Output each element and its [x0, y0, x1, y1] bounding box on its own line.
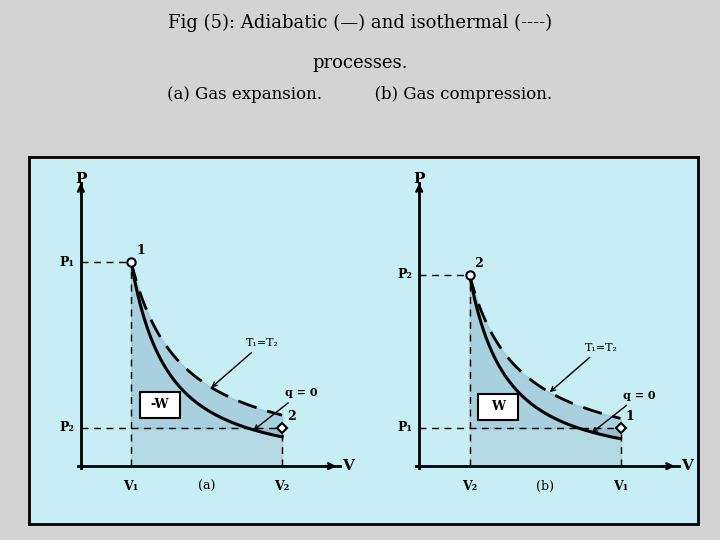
Text: V₂: V₂ [274, 480, 289, 493]
Text: W: W [491, 400, 505, 414]
Text: V₁: V₁ [613, 480, 628, 493]
Text: 1: 1 [136, 245, 145, 258]
Text: (b): (b) [536, 481, 554, 494]
Text: 2: 2 [287, 410, 296, 423]
Text: 2: 2 [474, 257, 483, 270]
Text: 1: 1 [626, 410, 634, 423]
Text: V₂: V₂ [462, 480, 477, 493]
Text: P₁: P₁ [59, 255, 74, 268]
Text: P₂: P₂ [397, 268, 413, 281]
Text: processes.: processes. [312, 54, 408, 72]
Text: T₁=T₂: T₁=T₂ [551, 343, 617, 391]
Text: (a): (a) [198, 481, 215, 494]
Text: -W: -W [150, 399, 169, 411]
Text: P: P [75, 172, 86, 186]
Text: V₁: V₁ [124, 480, 139, 493]
Text: V: V [681, 459, 693, 473]
Text: (a) Gas expansion.          (b) Gas compression.: (a) Gas expansion. (b) Gas compression. [168, 86, 552, 103]
Text: q = 0: q = 0 [254, 387, 317, 429]
Text: P₂: P₂ [59, 421, 74, 434]
Text: P: P [413, 172, 425, 186]
FancyBboxPatch shape [140, 392, 180, 418]
Text: q = 0: q = 0 [593, 390, 655, 432]
Text: P₁: P₁ [397, 421, 413, 434]
Text: T₁=T₂: T₁=T₂ [212, 338, 279, 387]
Text: Fig (5): Adiabatic (—) and isothermal (----): Fig (5): Adiabatic (—) and isothermal (-… [168, 14, 552, 32]
Text: V: V [343, 459, 354, 473]
FancyBboxPatch shape [478, 394, 518, 420]
